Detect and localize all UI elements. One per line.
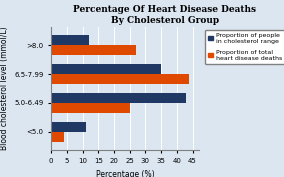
Bar [51, 132, 64, 142]
Bar [51, 103, 130, 113]
Bar [51, 93, 186, 103]
Bar [51, 122, 86, 132]
Legend: Proportion of people
in cholesterol range, Proportion of total
heart disease dea: Proportion of people in cholesterol rang… [205, 30, 284, 64]
Y-axis label: Blood cholesterol level (mmol/L): Blood cholesterol level (mmol/L) [0, 27, 9, 150]
Bar [51, 45, 136, 55]
Bar [51, 74, 189, 84]
Text: Percentage Of Heart Disease Deaths
By Cholesterol Group: Percentage Of Heart Disease Deaths By Ch… [73, 5, 256, 25]
X-axis label: Percentage (%): Percentage (%) [96, 170, 154, 177]
Bar [51, 35, 89, 45]
Bar [51, 64, 161, 74]
